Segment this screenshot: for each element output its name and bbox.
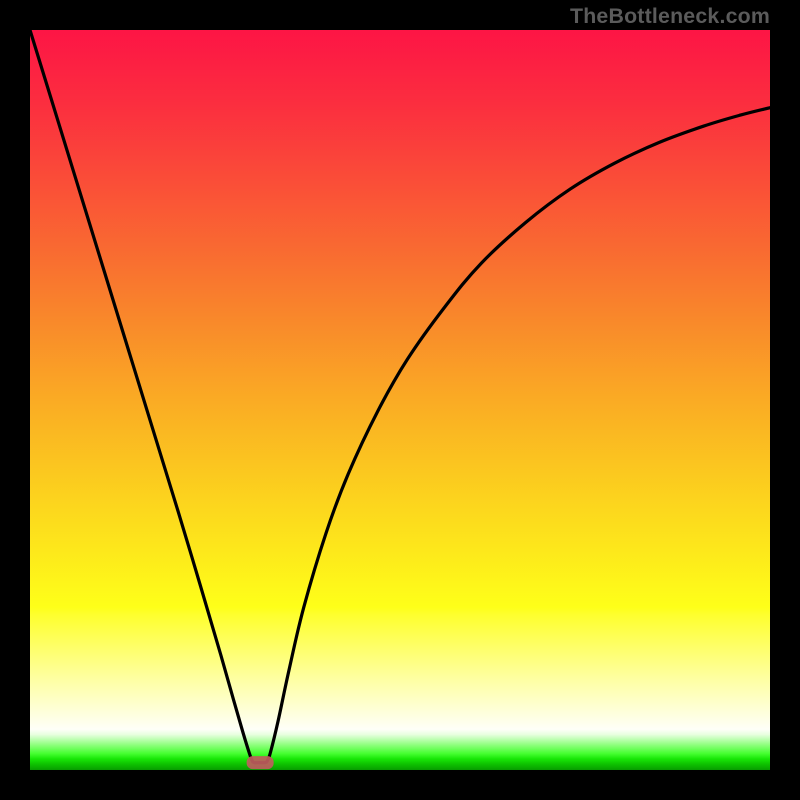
chart-frame: TheBottleneck.com	[0, 0, 800, 800]
plot-svg	[30, 30, 770, 770]
plot-area	[30, 30, 770, 770]
watermark-text: TheBottleneck.com	[570, 4, 770, 29]
minimum-marker	[247, 756, 274, 769]
